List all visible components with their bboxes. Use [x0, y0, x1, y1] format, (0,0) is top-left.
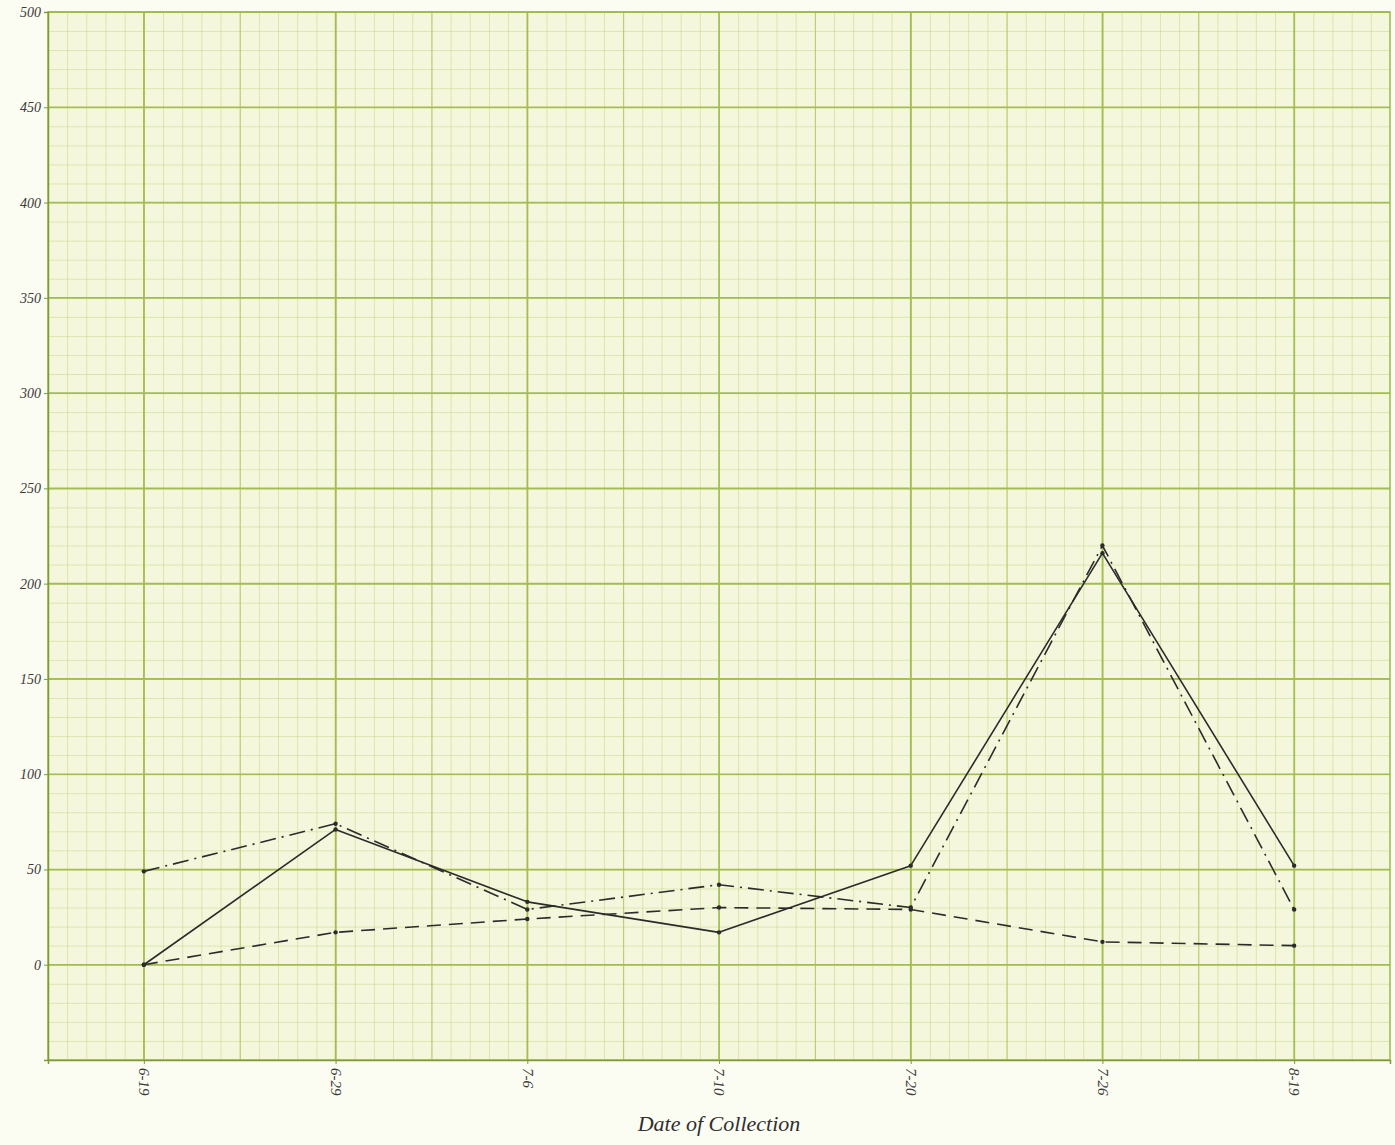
x-tick-mark [1102, 1060, 1103, 1064]
y-tick-label: 450 [20, 100, 41, 115]
series-marker [333, 930, 337, 934]
series-marker [909, 863, 913, 867]
x-tick: 8-19 [1286, 1060, 1302, 1096]
x-tick-label: 7-20 [903, 1068, 919, 1096]
series-marker [1292, 943, 1296, 947]
chart: 0 50 100 150 200 250 300 350 400 450 500 6-19 6-29 7-… [0, 0, 1395, 1145]
x-tick-mark [144, 1060, 145, 1064]
x-axis: 6-19 6-29 7-6 7-10 7-20 7-26 8-19 [49, 1060, 1391, 1096]
y-tick: 50 [27, 862, 48, 877]
x-tick-label: 7-10 [711, 1068, 727, 1096]
series-marker [1292, 907, 1296, 911]
y-tick: 400 [20, 196, 48, 211]
grid-line [143, 12, 145, 1060]
series-marker [333, 827, 337, 831]
y-tick: 0 [34, 958, 48, 973]
grid-line [335, 12, 337, 1060]
y-tick-label: 400 [20, 196, 41, 211]
y-tick: 200 [20, 577, 48, 592]
y-tick-mark [44, 679, 48, 680]
x-axis-line [49, 1061, 1391, 1065]
series-line [144, 553, 1294, 965]
y-tick: 500 [20, 5, 48, 20]
y-tick: 250 [20, 481, 48, 496]
y-tick-mark [44, 298, 48, 299]
grid-line [1102, 12, 1104, 1060]
grid-line [1293, 12, 1295, 1060]
y-tick-mark [44, 965, 48, 966]
series-marker [525, 900, 529, 904]
y-tick: 100 [20, 767, 48, 782]
x-tick-mark [527, 1060, 528, 1064]
y-tick: 350 [19, 291, 48, 306]
y-tick: 150 [20, 672, 48, 687]
plot-frame [48, 12, 1390, 1060]
series-marker [333, 822, 337, 826]
x-tick-label: 6-19 [136, 1068, 152, 1096]
x-tick-label: 7-26 [1095, 1068, 1111, 1096]
series-marker [525, 907, 529, 911]
y-tick-mark [44, 393, 48, 394]
y-tick-label: 200 [20, 577, 41, 592]
y-tick-label: 500 [20, 5, 41, 20]
series-marker [142, 963, 146, 967]
y-tick-mark [44, 12, 48, 13]
series-marker [525, 917, 529, 921]
grid-line [718, 12, 720, 1060]
x-tick-mark [911, 1060, 912, 1064]
y-tick-mark [44, 869, 48, 870]
y-axis-line [44, 13, 49, 1061]
plot-background [48, 12, 1390, 1060]
grid-line [910, 12, 912, 1060]
series-marker [1100, 543, 1104, 547]
x-tick: 7-20 [903, 1060, 919, 1096]
y-tick-mark [44, 584, 48, 585]
graph-paper [48, 12, 1390, 1060]
series-marker [717, 882, 721, 886]
y-tick-mark [44, 203, 48, 204]
y-tick-label: 50 [27, 862, 41, 877]
x-tick-mark [719, 1060, 720, 1064]
y-tick-mark [44, 107, 48, 108]
x-tick-mark [336, 1060, 337, 1064]
x-tick: 7-6 [520, 1060, 536, 1088]
y-tick-mark [44, 488, 48, 489]
y-tick-label: 350 [19, 291, 41, 306]
y-tick-label: 250 [20, 481, 41, 496]
series-marker [909, 907, 913, 911]
series-line [144, 908, 1294, 965]
y-tick-label: 300 [19, 386, 41, 401]
series-marker [717, 905, 721, 909]
x-tick-label: 6-29 [328, 1068, 344, 1096]
series-marker [142, 869, 146, 873]
x-tick: 7-26 [1095, 1060, 1111, 1096]
x-axis-title: Date of Collection [637, 1111, 801, 1136]
series-marker [717, 930, 721, 934]
series-line [144, 546, 1294, 910]
x-tick-label: 7-6 [520, 1068, 536, 1088]
x-tick: 6-29 [328, 1060, 344, 1096]
series-marker [1100, 940, 1104, 944]
y-tick: 450 [20, 100, 48, 115]
y-tick-label: 0 [34, 958, 41, 973]
series-marker [142, 963, 146, 967]
x-tick-mark [1294, 1060, 1295, 1064]
y-tick: 300 [19, 386, 48, 401]
series-marker [1292, 863, 1296, 867]
grid [144, 12, 1294, 1060]
x-tick: 6-19 [136, 1060, 152, 1096]
graph-paper [48, 12, 1390, 1060]
y-tick-label: 100 [20, 767, 41, 782]
y-tick-mark [44, 774, 48, 775]
x-tick-label: 8-19 [1286, 1068, 1302, 1096]
plot-marks [142, 543, 1297, 967]
series-marker [1100, 551, 1104, 555]
y-tick-label: 150 [20, 672, 41, 687]
x-tick: 7-10 [711, 1060, 727, 1096]
y-axis: 0 50 100 150 200 250 300 350 400 450 500 [19, 5, 49, 1061]
